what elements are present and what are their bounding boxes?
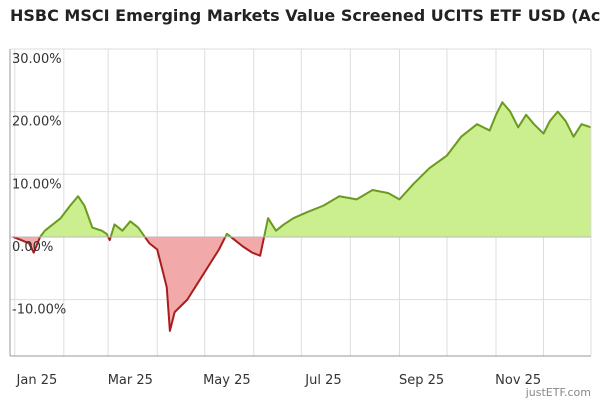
y-tick-label: 20.00% (12, 115, 62, 130)
negative-area (144, 236, 226, 331)
axes (9, 48, 592, 357)
positive-line (109, 220, 146, 238)
y-tick-label: 30.00% (12, 52, 62, 67)
chart-title: HSBC MSCI Emerging Markets Value Screene… (10, 6, 600, 25)
x-axis-tick-labels: Jan 25 Mar 25 May 25 Jul 25 Sep 25 Nov 25 (16, 373, 542, 388)
watermark-text: justETF.com (525, 386, 591, 399)
x-tick-label: Jul 25 (304, 373, 341, 388)
positive-line (263, 101, 592, 238)
negative-line (144, 236, 227, 332)
negative-line (230, 236, 266, 257)
area-fills (13, 102, 591, 331)
negative-line (12, 236, 42, 254)
negative-area (230, 236, 265, 256)
positive-line (224, 232, 232, 238)
negative-line (107, 236, 112, 242)
x-tick-label: Mar 25 (108, 373, 153, 388)
y-tick-label: 0.00% (12, 240, 53, 255)
positive-line (39, 195, 110, 238)
positive-area (264, 102, 591, 237)
negative-area (13, 236, 41, 253)
y-tick-label: -10.00% (12, 303, 66, 318)
x-tick-label: Jan 25 (16, 373, 58, 388)
x-tick-label: Sep 25 (399, 373, 444, 388)
y-axis-tick-labels: 30.00% 20.00% 10.00% 0.00% -10.00% (12, 52, 66, 318)
positive-area (110, 221, 145, 237)
y-tick-label: 10.00% (12, 177, 62, 192)
x-tick-label: Nov 25 (495, 373, 541, 388)
series-line (12, 101, 592, 332)
x-tick-label: May 25 (203, 373, 251, 388)
